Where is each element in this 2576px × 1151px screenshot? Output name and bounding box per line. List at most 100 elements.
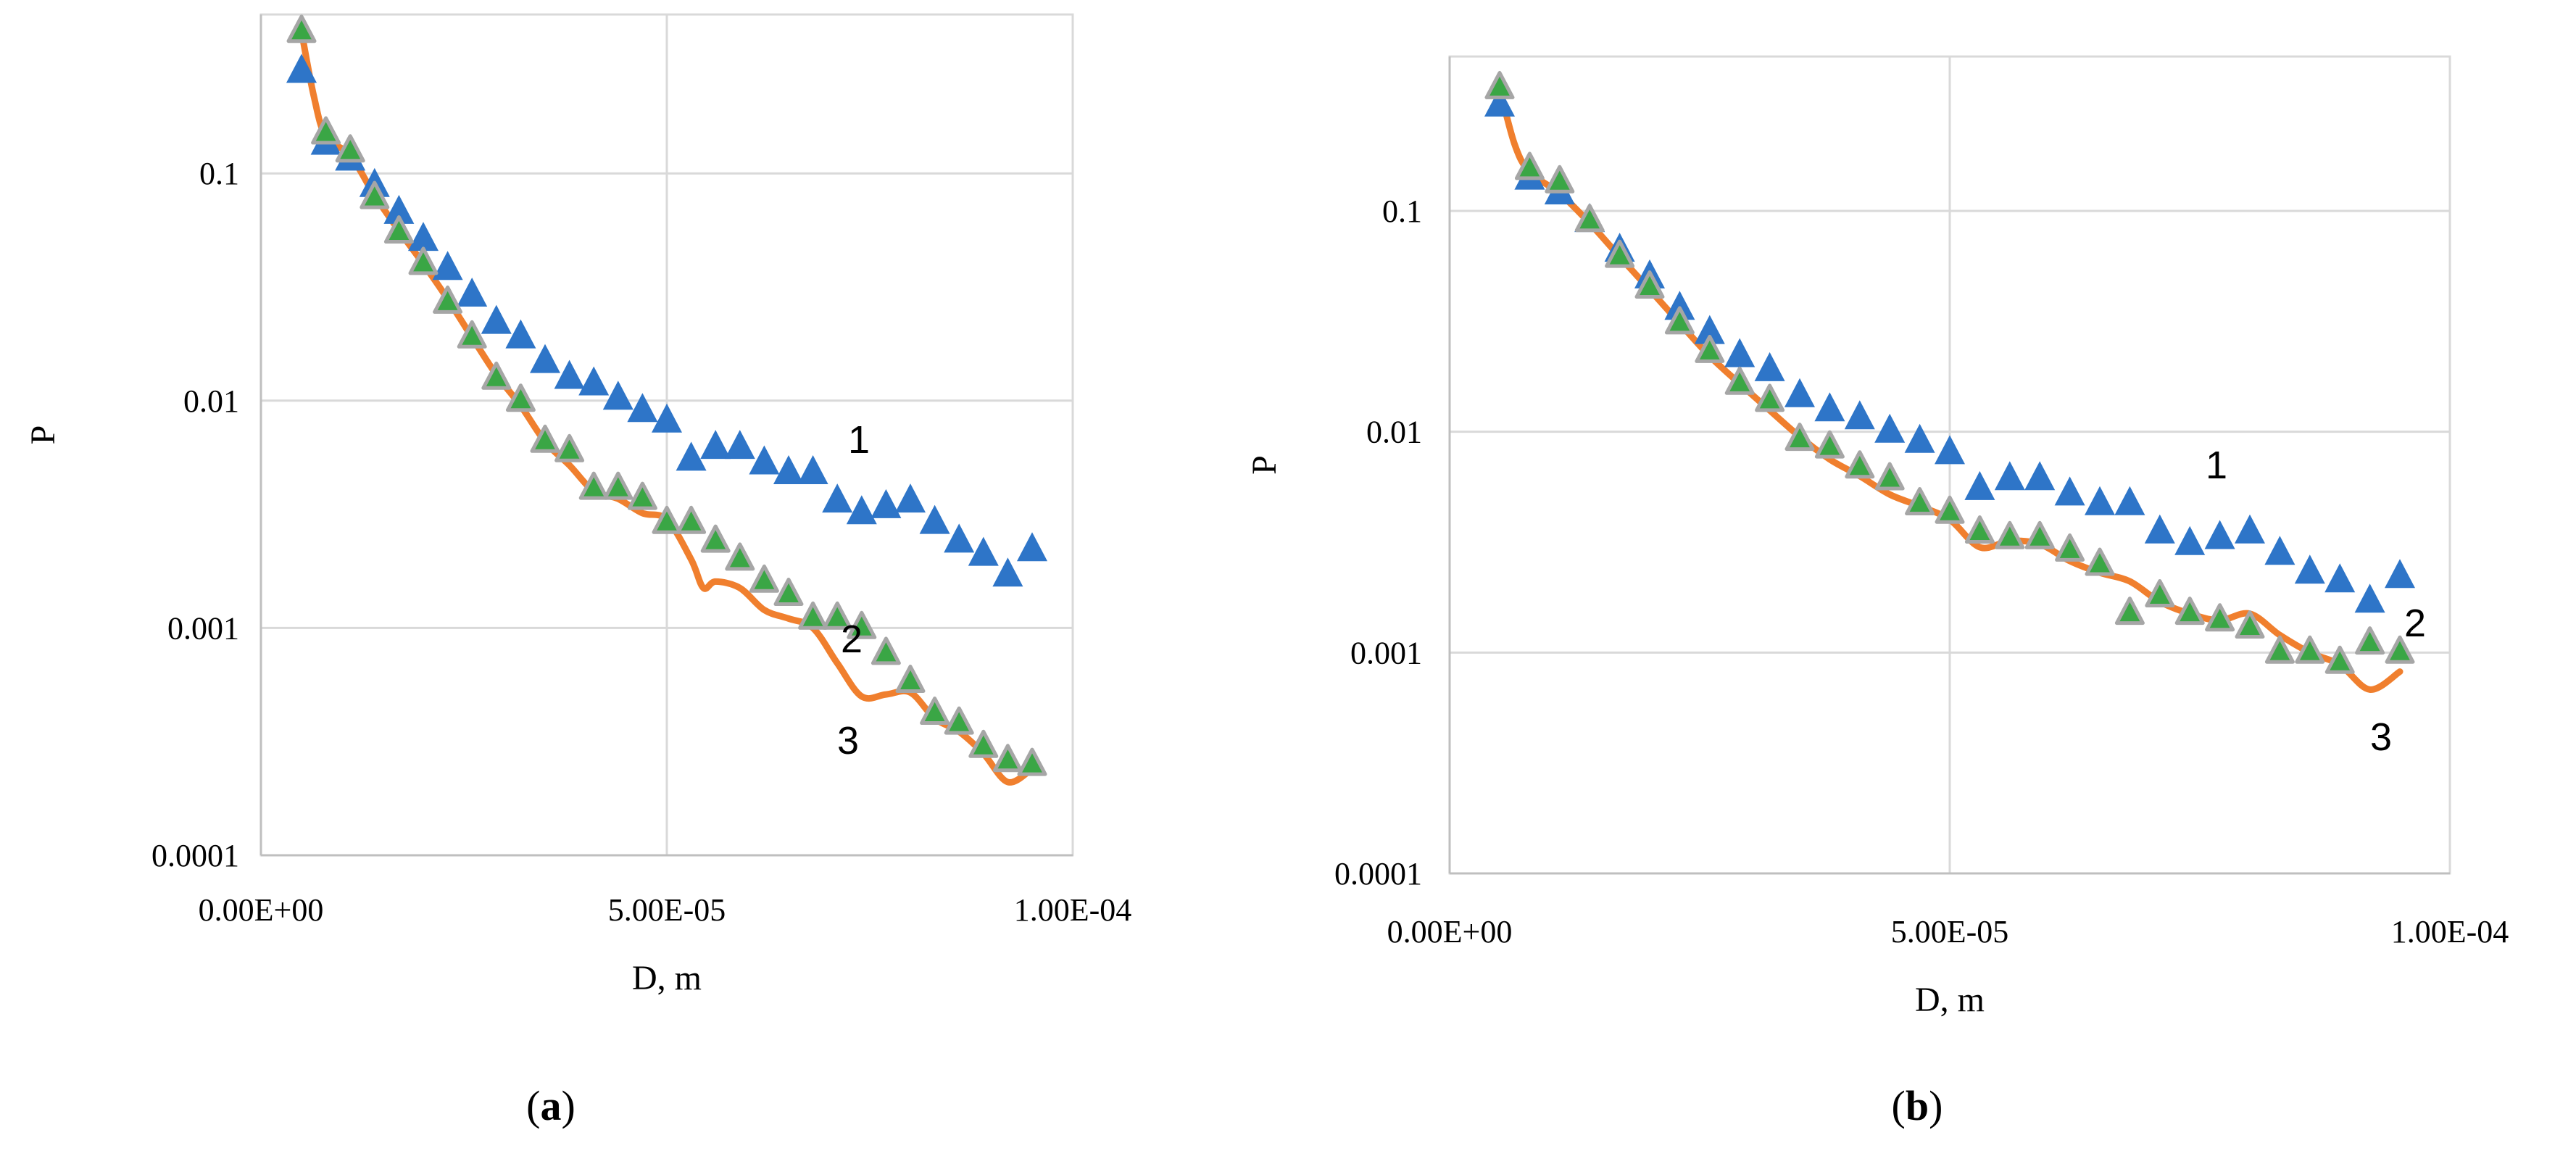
x-tick-label: 0.00E+00 — [199, 892, 324, 928]
series-1-point — [871, 489, 902, 518]
series-1-point — [1964, 470, 1995, 500]
y-tick-label: 0.1 — [199, 156, 239, 191]
series-2-point — [2264, 635, 2295, 664]
series-1-point — [919, 504, 950, 534]
series-2-point — [2055, 533, 2085, 562]
panel-a: 0.00E+00 5.00E-05 1.00E-04 0.0001 0.001 0.01 0… — [24, 13, 1132, 1129]
series-2-point — [627, 481, 657, 510]
x-tick-label: 1.00E-04 — [1014, 892, 1132, 928]
series-2-point — [847, 610, 877, 639]
series-1-point — [1874, 413, 1906, 443]
series-1-point — [1935, 435, 1965, 465]
panel-b: 0.00E+00 5.00E-05 1.00E-04 0.0001 0.001 0.01 0… — [1245, 55, 2509, 1129]
series-2-point — [383, 215, 414, 244]
series-2-point — [2235, 610, 2265, 639]
series-2-point — [1845, 450, 1875, 479]
series-1-point — [1904, 423, 1935, 453]
series-1-point — [1664, 291, 1695, 320]
x-tick-label: 5.00E-05 — [1891, 914, 2009, 950]
panel-caption: (b) — [1892, 1082, 1943, 1129]
series-2-point — [1695, 334, 1725, 363]
series-2-point — [1964, 515, 1995, 544]
y-tick-label: 0.001 — [1350, 635, 1422, 670]
series-1-point — [408, 222, 439, 252]
series-1-point — [1017, 532, 1047, 562]
series-1-point — [2174, 525, 2206, 555]
series-1-point — [724, 430, 755, 460]
series-2-point — [895, 665, 926, 693]
series-2-point — [700, 524, 731, 553]
series-2-point — [433, 285, 463, 314]
series-1-point — [2264, 536, 2295, 565]
series-2-point — [1017, 747, 1047, 776]
series-2-point — [968, 729, 999, 758]
series-2-point — [1664, 306, 1695, 335]
panel-caption-letter: a — [541, 1082, 562, 1129]
y-axis-title: P — [1245, 455, 1284, 475]
series-2-point — [1724, 366, 1755, 395]
series-1-point — [2085, 486, 2115, 515]
series-1-point — [1754, 352, 1785, 381]
y-tick-label: 0.0001 — [1334, 856, 1422, 892]
series-1-point — [822, 483, 853, 513]
series-1-point — [676, 441, 707, 471]
series-1-point — [944, 523, 975, 553]
series-1-point — [2294, 554, 2325, 584]
series-2-point — [603, 471, 633, 500]
series-2-point — [335, 134, 365, 163]
series-2-point — [2324, 645, 2355, 674]
curve-label-2: 2 — [841, 618, 863, 661]
series-1-point — [1994, 461, 2025, 491]
series-2-point — [1874, 462, 1905, 491]
series-2-point — [798, 601, 828, 630]
series-2-point — [920, 697, 950, 725]
panel-caption-letter: b — [1906, 1082, 1929, 1129]
series-1-point — [1844, 400, 1875, 430]
x-tick-label: 0.00E+00 — [1387, 914, 1513, 950]
series-1-point — [1784, 378, 1815, 407]
y-tick-label: 0.01 — [183, 383, 239, 419]
series-2-point — [286, 14, 317, 43]
series-1-point — [1694, 315, 1725, 344]
series-2-point — [2295, 635, 2325, 664]
series-2-point — [311, 116, 341, 145]
y-tick-label: 0.1 — [1382, 194, 1422, 229]
series-1-point — [530, 344, 560, 373]
series-1-point — [1814, 392, 1845, 422]
series-2-point — [944, 706, 974, 735]
series-1-point — [2024, 461, 2056, 491]
series-2-point — [1905, 487, 1935, 515]
y-tick-label: 0.001 — [167, 610, 239, 646]
series-2-point — [2174, 597, 2205, 626]
x-tick-label: 1.00E-04 — [2391, 914, 2509, 950]
y-tick-label: 0.01 — [1366, 415, 1422, 450]
series-2-point — [1484, 70, 1515, 99]
series-2-point — [871, 636, 901, 665]
series-1-point — [602, 381, 633, 410]
series-2-point — [530, 424, 560, 453]
series-2-point — [2024, 520, 2055, 549]
series-2-point — [360, 180, 390, 209]
curve-label-2: 2 — [2404, 602, 2426, 645]
series-1-point — [968, 536, 999, 566]
series-1-point — [286, 54, 317, 83]
series-1-point — [383, 194, 415, 224]
series-2-point — [505, 383, 536, 412]
series-2-point — [578, 471, 609, 500]
series-1-point — [505, 319, 536, 349]
series-2-point — [2385, 635, 2415, 664]
series-1-point — [2354, 583, 2385, 613]
series-1-point — [700, 430, 731, 460]
series-1-point — [652, 403, 682, 433]
series-1-point — [481, 304, 512, 334]
series-2-point — [1634, 270, 1665, 299]
curve-label-1: 1 — [2206, 444, 2227, 487]
series-2-point — [554, 433, 585, 462]
series-1-point — [627, 393, 658, 423]
series-2-point — [2145, 579, 2175, 607]
x-axis-title: D, m — [1915, 981, 1985, 1019]
series-1-point — [797, 455, 828, 484]
series-2-point — [1935, 495, 1965, 524]
series-2-point — [1605, 239, 1635, 268]
series-2-point — [749, 564, 779, 593]
